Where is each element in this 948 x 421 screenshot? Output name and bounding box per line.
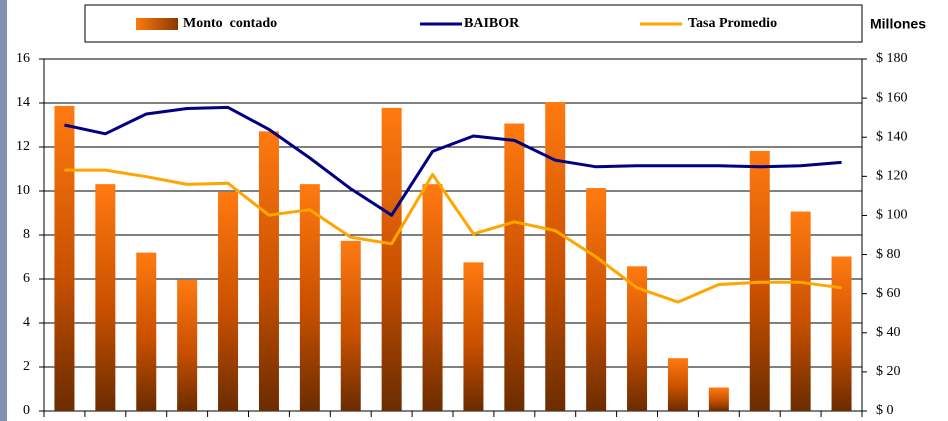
y2-tick-label: $ 0: [876, 403, 894, 418]
bar: [627, 266, 648, 411]
y2-tick-label: $ 60: [876, 286, 901, 301]
legend-label: BAIBOR: [464, 16, 520, 31]
bar: [790, 211, 811, 411]
y-tick-label: 6: [23, 271, 30, 286]
y-tick-label: 2: [23, 359, 30, 374]
y2-tick-label: $ 160: [876, 90, 908, 105]
y2-tick-label: $ 40: [876, 325, 901, 340]
legend-swatch: [136, 18, 178, 30]
bar: [340, 240, 361, 411]
y-tick-label: 16: [16, 51, 30, 66]
y2-tick-label: $ 120: [876, 169, 908, 184]
y-tick-label: 14: [16, 95, 30, 110]
bar: [381, 107, 402, 411]
y2-tick-label: $ 140: [876, 129, 908, 144]
y2-axis-label: Millones: [870, 16, 926, 32]
bar: [708, 387, 729, 411]
bar: [136, 252, 157, 411]
bar: [177, 279, 198, 411]
line-series: [64, 105, 842, 217]
bar: [545, 102, 566, 412]
y-tick-label: 4: [23, 315, 30, 330]
y-tick-label: 8: [23, 227, 30, 242]
bar: [463, 262, 484, 411]
y2-tick-label: $ 100: [876, 208, 908, 223]
bar: [218, 191, 239, 411]
side-strip: [0, 0, 7, 421]
y-tick-label: 10: [16, 183, 30, 198]
bar: [667, 358, 688, 411]
y-tick-label: 0: [23, 403, 30, 418]
y2-tick-label: $ 80: [876, 247, 901, 262]
bar: [54, 105, 75, 411]
bar: [95, 184, 116, 411]
bar: [422, 184, 443, 411]
line-series: [64, 168, 842, 304]
y2-tick-label: $ 20: [876, 364, 901, 379]
bar: [299, 184, 320, 411]
bar: [586, 188, 607, 411]
y-tick-label: 12: [16, 139, 30, 154]
legend-box: [84, 4, 863, 43]
bar: [258, 131, 279, 411]
bar: [831, 256, 852, 411]
bar: [504, 123, 525, 412]
legend-label: Monto contado: [183, 16, 277, 31]
legend-label: Tasa Promedio: [688, 16, 777, 31]
y2-tick-label: $ 180: [876, 51, 908, 66]
